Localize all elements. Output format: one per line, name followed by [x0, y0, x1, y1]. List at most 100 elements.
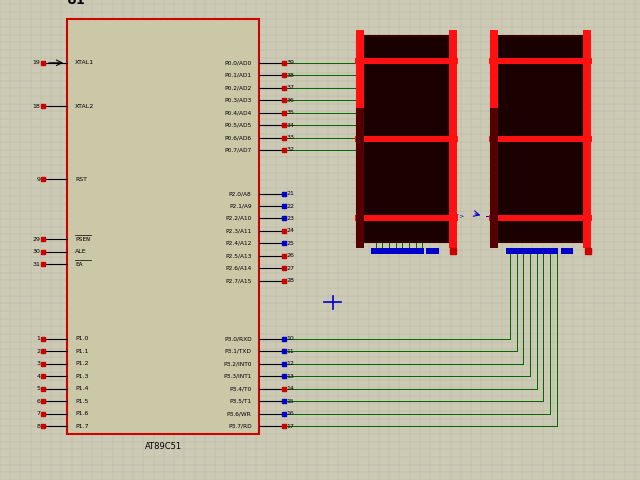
Text: P1.0: P1.0: [75, 336, 88, 341]
Text: 6: 6: [36, 399, 40, 404]
Text: P3.5/T1: P3.5/T1: [229, 399, 252, 404]
Text: P1.2: P1.2: [75, 361, 88, 366]
Text: 31: 31: [33, 262, 40, 267]
Text: P0.6/AD6: P0.6/AD6: [225, 135, 252, 140]
Text: P2.6/A14: P2.6/A14: [225, 266, 252, 271]
Bar: [449, 108, 457, 249]
Text: 17: 17: [286, 423, 294, 429]
Text: 14: 14: [286, 386, 294, 391]
Text: 1: 1: [36, 336, 40, 341]
Bar: [426, 248, 439, 254]
Text: AT89C51: AT89C51: [145, 442, 182, 451]
Bar: [490, 30, 499, 170]
Bar: [489, 136, 593, 142]
Text: P1.6: P1.6: [75, 411, 88, 416]
Text: 2: 2: [36, 349, 40, 354]
Text: 10: 10: [286, 336, 294, 341]
Text: RST: RST: [75, 177, 87, 181]
Text: P0.7/AD7: P0.7/AD7: [224, 147, 252, 153]
Bar: [492, 36, 590, 242]
Text: P3.0/RXD: P3.0/RXD: [224, 336, 252, 341]
Bar: [449, 30, 457, 170]
Text: 33: 33: [286, 135, 294, 140]
Text: P0.1/AD1: P0.1/AD1: [225, 73, 252, 78]
Text: 11: 11: [286, 349, 294, 354]
Bar: [583, 30, 591, 170]
Text: P1.3: P1.3: [75, 374, 88, 379]
Text: P0.2/AD2: P0.2/AD2: [224, 85, 252, 90]
Text: 39: 39: [286, 60, 294, 65]
Text: P0.5/AD5: P0.5/AD5: [224, 122, 252, 128]
Text: P0.0/AD0: P0.0/AD0: [224, 60, 252, 65]
Text: 23: 23: [286, 216, 294, 221]
Text: 25: 25: [286, 241, 294, 246]
Text: XTAL1: XTAL1: [75, 60, 94, 65]
Text: P3.4/T0: P3.4/T0: [229, 386, 252, 391]
Text: 16: 16: [286, 411, 294, 416]
Text: P2.0/A8: P2.0/A8: [228, 191, 252, 196]
Bar: [355, 136, 458, 142]
Text: 37: 37: [286, 85, 294, 90]
Text: P2.5/A13: P2.5/A13: [225, 253, 252, 258]
Text: 3: 3: [36, 361, 40, 366]
Bar: [356, 30, 364, 170]
Text: 12: 12: [286, 361, 294, 366]
Text: 35: 35: [286, 110, 294, 115]
Text: P3.6/WR: P3.6/WR: [227, 411, 252, 416]
Text: U1: U1: [67, 0, 86, 7]
Text: 36: 36: [286, 97, 294, 103]
Text: P2.1/A9: P2.1/A9: [229, 204, 252, 208]
Text: P1.5: P1.5: [75, 399, 88, 404]
Text: ALE: ALE: [75, 249, 86, 254]
Bar: [489, 58, 593, 64]
Text: 7: 7: [36, 411, 40, 416]
Text: P1.4: P1.4: [75, 386, 88, 391]
Text: 9: 9: [36, 177, 40, 181]
Bar: [583, 108, 591, 249]
Bar: [489, 215, 593, 221]
Text: PSEN: PSEN: [75, 237, 90, 242]
Bar: [355, 58, 458, 64]
Text: 27: 27: [286, 266, 294, 271]
Bar: [490, 108, 499, 249]
Text: 22: 22: [286, 204, 294, 208]
Text: 8: 8: [36, 423, 40, 429]
Bar: [371, 248, 424, 254]
Bar: [357, 36, 456, 242]
Text: XTAL2: XTAL2: [75, 104, 94, 109]
Bar: [506, 248, 558, 254]
Text: <TEXT>: <TEXT>: [438, 215, 465, 219]
Text: P0.3/AD3: P0.3/AD3: [224, 97, 252, 103]
Text: P3.1/TXD: P3.1/TXD: [225, 349, 252, 354]
Bar: [561, 248, 573, 254]
Text: 26: 26: [286, 253, 294, 258]
Text: P1.7: P1.7: [75, 423, 88, 429]
Text: 19: 19: [33, 60, 40, 65]
Text: 15: 15: [286, 399, 294, 404]
Text: P3.3/INT1: P3.3/INT1: [223, 374, 252, 379]
Text: 4: 4: [36, 374, 40, 379]
Text: P3.2/INT0: P3.2/INT0: [223, 361, 252, 366]
Text: 13: 13: [286, 374, 294, 379]
Text: P2.3/A11: P2.3/A11: [225, 228, 252, 233]
Text: 5: 5: [36, 386, 40, 391]
Text: (1): (1): [448, 207, 456, 212]
Text: 38: 38: [286, 73, 294, 78]
Bar: [356, 108, 364, 249]
Text: EA: EA: [75, 262, 83, 267]
Text: P2.4/A12: P2.4/A12: [225, 241, 252, 246]
Text: 18: 18: [33, 104, 40, 109]
Text: 24: 24: [286, 228, 294, 233]
Text: P3.7/RD: P3.7/RD: [228, 423, 252, 429]
Text: 28: 28: [286, 278, 294, 283]
Text: 34: 34: [286, 122, 294, 128]
Text: P2.7/A15: P2.7/A15: [225, 278, 252, 283]
Text: 21: 21: [286, 191, 294, 196]
Text: 32: 32: [286, 147, 294, 153]
Text: P0.4/AD4: P0.4/AD4: [224, 110, 252, 115]
Text: 29: 29: [32, 237, 40, 242]
Bar: [67, 19, 259, 434]
Text: 30: 30: [33, 249, 40, 254]
Bar: [355, 215, 458, 221]
Text: P1.1: P1.1: [75, 349, 88, 354]
